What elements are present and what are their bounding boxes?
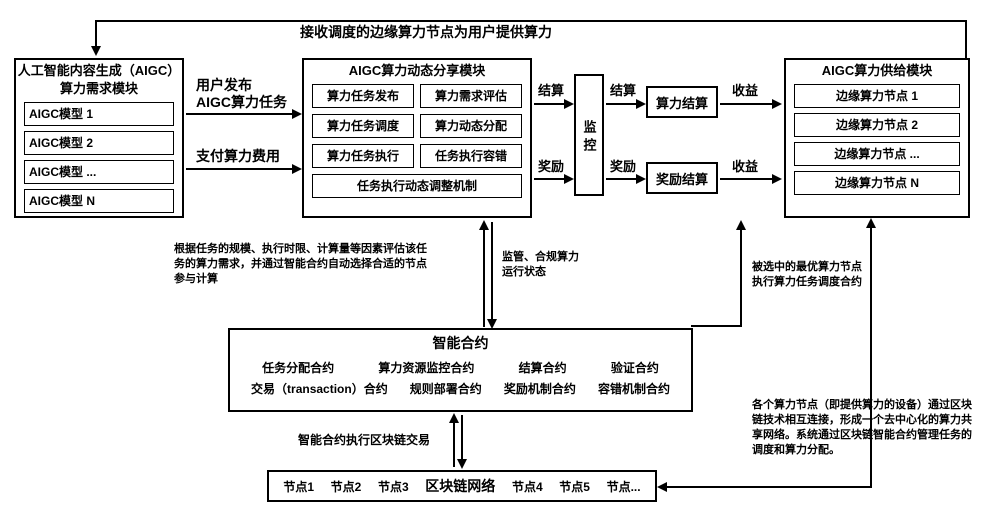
top-feedback-label: 接收调度的边缘算力节点为用户提供算力	[300, 24, 552, 41]
node: 节点2	[331, 478, 362, 495]
list-item: 边缘算力节点 2	[794, 113, 960, 137]
cell: 算力任务执行	[312, 144, 414, 168]
arrow-settle-1	[534, 103, 572, 105]
node: 节点1	[283, 478, 314, 495]
cell: 任务执行动态调整机制	[312, 174, 522, 198]
contract-row: 交易（transaction）合约 规则部署合约 奖励机制合约 容错机制合约	[230, 378, 691, 399]
contract-box: 智能合约 任务分配合约 算力资源监控合约 结算合约 验证合约 交易（transa…	[228, 328, 693, 412]
net-title: 区块链网络	[425, 476, 495, 496]
pay-label: 支付算力费用	[196, 148, 280, 165]
reward-1: 奖励	[538, 158, 564, 175]
cell: 算力需求评估	[420, 84, 522, 108]
arrow-reward-1	[534, 178, 572, 180]
calc-settle-box: 算力结算	[646, 86, 718, 118]
supply-module: AIGC算力供给模块 边缘算力节点 1 边缘算力节点 2 边缘算力节点 ... …	[784, 58, 970, 218]
supply-title: AIGC算力供给模块	[786, 60, 968, 84]
arrow-profit-2	[720, 178, 780, 180]
note-mid: 监管、合规算力运行状态	[502, 250, 582, 280]
settle-2: 结算	[610, 82, 636, 99]
node: 节点...	[607, 478, 641, 495]
reward-2: 奖励	[610, 158, 636, 175]
contract-title: 智能合约	[230, 330, 691, 357]
share-title: AIGC算力动态分享模块	[304, 60, 530, 84]
demand-title: 人工智能内容生成（AIGC） 算力需求模块	[16, 60, 182, 102]
note-left: 根据任务的规模、执行时限、计算量等因素评估该任务的算力需求，并通过智能合约自动选…	[174, 242, 432, 287]
arrow-selected	[740, 222, 742, 327]
cell: 任务执行容错	[420, 144, 522, 168]
arrow-profit-1	[720, 103, 780, 105]
blockchain-box: 节点1 节点2 节点3 区块链网络 节点4 节点5 节点...	[267, 470, 657, 502]
contract-row: 任务分配合约 算力资源监控合约 结算合约 验证合约	[230, 357, 691, 378]
arrow-monitor-down	[491, 222, 493, 327]
list-item: AIGC模型 1	[24, 102, 174, 126]
node: 节点4	[512, 478, 543, 495]
arrow-reward-2	[606, 178, 644, 180]
arrow-exec-down	[461, 415, 463, 467]
arrow-exec-up	[453, 415, 455, 467]
demand-module: 人工智能内容生成（AIGC） 算力需求模块 AIGC模型 1 AIGC模型 2 …	[14, 58, 184, 218]
node: 节点3	[378, 478, 409, 495]
list-item: 边缘算力节点 ...	[794, 142, 960, 166]
node: 节点5	[559, 478, 590, 495]
arrow-publish	[186, 113, 300, 115]
list-item: 边缘算力节点 N	[794, 171, 960, 195]
share-module: AIGC算力动态分享模块 算力任务发布 算力需求评估 算力任务调度 算力动态分配…	[302, 58, 532, 218]
arrow-monitor-up	[483, 222, 485, 327]
publish-label: 用户发布 AIGC算力任务	[196, 77, 287, 111]
list-item: AIGC模型 ...	[24, 160, 174, 184]
cell: 算力任务发布	[312, 84, 414, 108]
cell: 算力任务调度	[312, 114, 414, 138]
arrow-pay	[186, 168, 300, 170]
note-selected: 被选中的最优算力节点执行算力任务调度合约	[752, 260, 862, 290]
exec-label: 智能合约执行区块链交易	[298, 432, 430, 449]
note-bottom-right: 各个算力节点（即提供算力的设备）通过区块链技术相互连接，形成一个去中心化的算力共…	[752, 398, 977, 458]
arrow-settle-2	[606, 103, 644, 105]
list-item: AIGC模型 N	[24, 189, 174, 213]
monitor-box: 监控	[574, 74, 604, 196]
settle-1: 结算	[538, 82, 564, 99]
arrow-supply-up	[870, 220, 872, 230]
list-item: 边缘算力节点 1	[794, 84, 960, 108]
arrow-to-net	[659, 486, 669, 488]
cell: 算力动态分配	[420, 114, 522, 138]
reward-settle-box: 奖励结算	[646, 162, 718, 194]
profit-2: 收益	[732, 158, 758, 175]
list-item: AIGC模型 2	[24, 131, 174, 155]
profit-1: 收益	[732, 82, 758, 99]
